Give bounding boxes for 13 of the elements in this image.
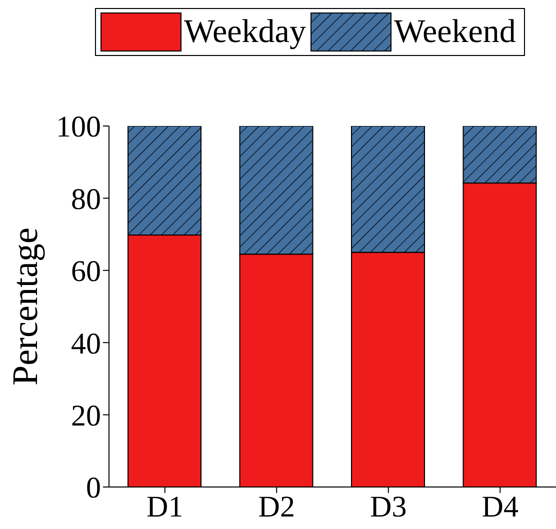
y-tick-label: 0 (86, 472, 101, 505)
x-tick-label: D1 (146, 490, 184, 524)
legend-label: Weekend (394, 13, 516, 51)
x-tick-label: D4 (482, 490, 518, 524)
y-axis-title: Percentage (4, 228, 45, 386)
x-tick-label: D2 (258, 490, 295, 524)
y-tick-label: 60 (71, 255, 101, 288)
y-tick-label: 100 (56, 110, 101, 144)
x-tick-label: D3 (370, 490, 407, 524)
y-tick-label: 80 (71, 182, 101, 216)
legend-label: Weekday (184, 13, 306, 51)
y-tick-label: 40 (71, 327, 101, 360)
y-tick-label: 20 (71, 399, 101, 432)
